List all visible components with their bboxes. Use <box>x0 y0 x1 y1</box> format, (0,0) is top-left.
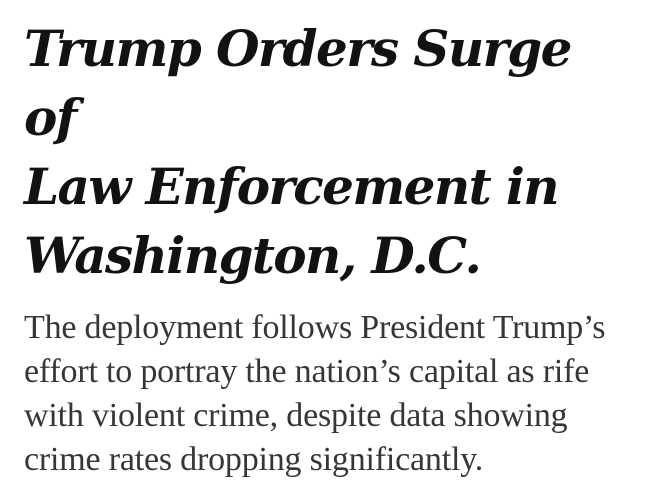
article-block: Trump Orders Surge of Law Enforcement in… <box>24 14 634 482</box>
article-headline[interactable]: Trump Orders Surge of Law Enforcement in… <box>24 19 572 285</box>
article-summary: The deployment follows President Trump’s… <box>24 309 606 478</box>
